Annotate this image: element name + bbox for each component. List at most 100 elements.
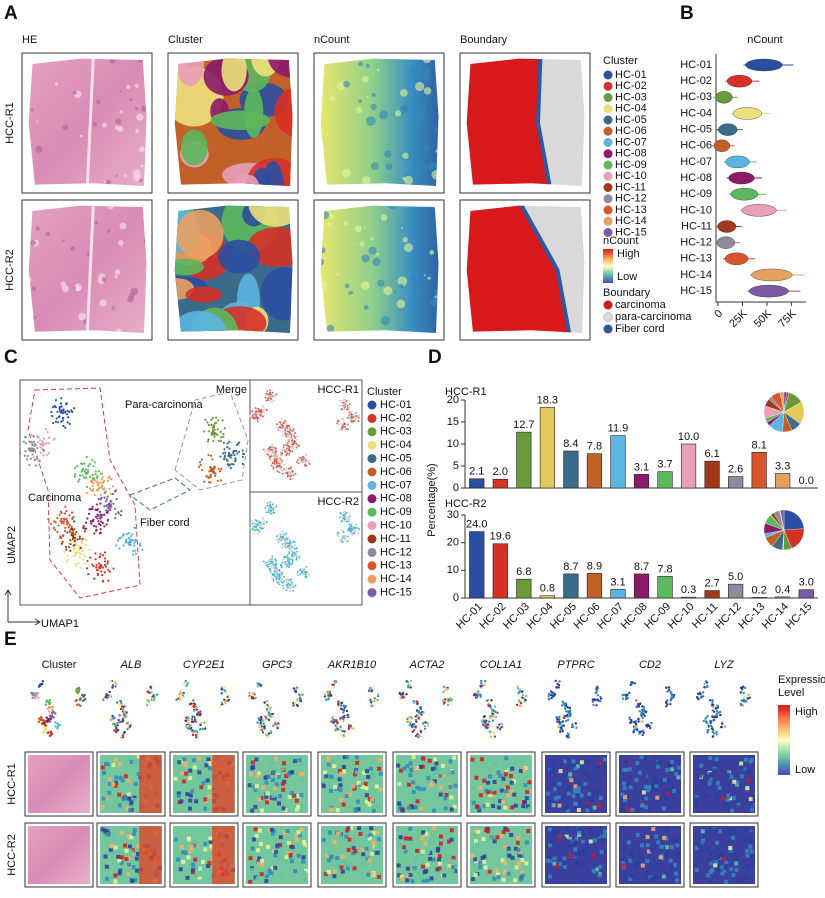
value-label: 11.9: [608, 423, 629, 435]
heat-spot: [281, 806, 286, 811]
umap-point: [288, 452, 291, 455]
violin: [718, 123, 738, 136]
umap-point: [276, 534, 279, 537]
umap-point: [292, 704, 295, 707]
heat-spot: [473, 829, 478, 834]
umap-point: [75, 530, 78, 534]
umap-point: [255, 527, 258, 530]
umap-point: [37, 720, 41, 724]
heat-spot: [284, 857, 289, 862]
umap-point: [285, 435, 288, 438]
legend-label: HC-06: [380, 466, 412, 478]
umap-point: [264, 450, 266, 453]
umap-point: [283, 545, 286, 548]
ncount-spot: [423, 274, 426, 277]
umap-point: [287, 550, 290, 553]
umap-point: [114, 685, 117, 688]
heat-spot: [370, 851, 375, 856]
umap-point: [412, 701, 416, 705]
y-tick-label: HC-08: [680, 172, 712, 184]
heat-spot: [598, 795, 603, 800]
umap-point: [342, 719, 345, 723]
heat-spot: [624, 760, 629, 765]
tissue-detail: [96, 100, 101, 105]
heat-spot: [328, 788, 333, 793]
umap-point: [491, 710, 494, 714]
umap-point: [84, 468, 87, 471]
heat-spot: [626, 781, 631, 786]
legend-label: HC-09: [615, 159, 647, 171]
column-title: AKR1B10: [327, 659, 377, 671]
umap-point: [496, 726, 499, 729]
heat-spot: [407, 836, 412, 841]
y-tick-label: HC-03: [680, 91, 712, 103]
tissue-detail: [35, 145, 43, 153]
umap-point: [81, 537, 84, 541]
umap-point: [343, 536, 346, 539]
umap-point: [282, 444, 285, 447]
tissue-fold: [85, 58, 95, 186]
umap-point: [714, 715, 718, 718]
panel-letter: B: [680, 3, 694, 24]
umap-point: [287, 430, 290, 433]
umap-point: [58, 724, 62, 727]
legend-swatch: [367, 588, 377, 598]
umap-point: [71, 517, 74, 520]
y-tick-label: HC-02: [680, 75, 712, 87]
umap-point: [132, 553, 135, 556]
heat-spot: [488, 836, 493, 841]
umap-point: [275, 505, 278, 508]
heat-spot: [285, 829, 290, 834]
umap-point: [443, 687, 447, 690]
heat-spot: [128, 808, 133, 813]
heat-spot: [407, 805, 412, 810]
heat-spot: [497, 799, 502, 804]
heat-spot: [714, 757, 719, 762]
ncount-spot: [397, 276, 408, 286]
heat-spot: [622, 786, 627, 791]
umap-point: [79, 566, 82, 569]
umap-point: [568, 711, 571, 715]
umap-point: [72, 515, 75, 519]
legend-swatch: [603, 160, 613, 170]
umap-point: [264, 507, 267, 509]
umap-point: [630, 681, 634, 684]
heat-spot: [420, 835, 425, 840]
heat-spot: [504, 756, 509, 761]
umap-point: [134, 552, 137, 555]
umap-point: [304, 461, 307, 464]
heat-spot: [496, 875, 501, 880]
umap-point: [275, 578, 278, 581]
ncount-spot: [404, 243, 413, 253]
umap-point: [236, 452, 239, 455]
umap-point: [516, 687, 520, 690]
heat-spot: [127, 844, 132, 849]
heat-spot: [130, 879, 135, 884]
umap-point: [345, 428, 348, 431]
heat-spot: [340, 854, 345, 859]
umap-point: [108, 570, 111, 573]
umap-point: [82, 467, 85, 471]
heat-spot: [181, 850, 186, 855]
umap-point: [342, 419, 345, 422]
umap-point: [223, 686, 227, 689]
umap-point: [286, 554, 289, 557]
heat-spot: [206, 877, 211, 882]
umap-point: [297, 574, 300, 577]
violin: [716, 236, 735, 249]
tissue-detail: [127, 295, 134, 303]
heat-spot: [187, 806, 192, 811]
value-label: 2.6: [728, 463, 743, 475]
tissue: [174, 58, 293, 186]
heat-spot: [363, 828, 368, 833]
umap-point: [256, 532, 259, 535]
heat-spot: [594, 789, 599, 794]
heat-spot: [346, 847, 351, 852]
umap-point: [186, 725, 189, 728]
heat-spot: [571, 842, 576, 847]
heat-spot: [432, 779, 437, 784]
ncount-spot: [358, 61, 363, 67]
umap-point: [300, 693, 304, 696]
umap-point: [228, 440, 231, 443]
umap-point: [62, 522, 65, 525]
